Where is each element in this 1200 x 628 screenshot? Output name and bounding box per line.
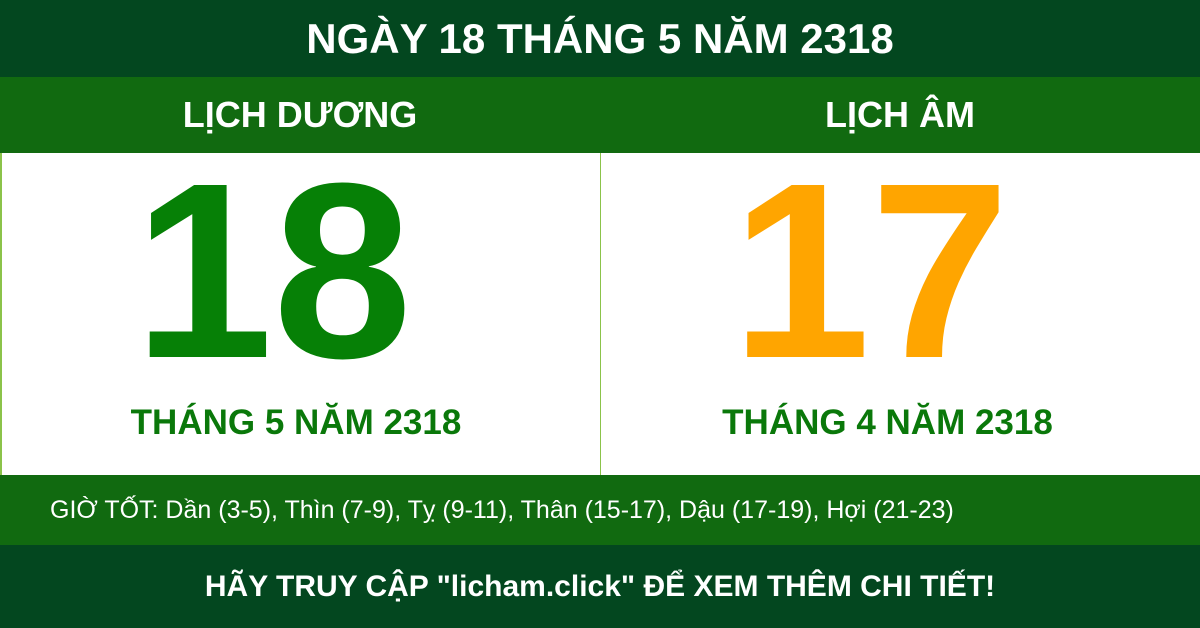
good-hours: GIỜ TỐT: Dần (3-5), Thìn (7-9), Tỵ (9-11… [0,475,1200,545]
lunar-month-year: THÁNG 4 NĂM 2318 [722,403,1053,442]
solar-day: 18 [133,131,413,410]
solar-column: 18 THÁNG 5 NĂM 2318 [0,131,600,475]
solar-calendar-label: LỊCH DƯƠNG [182,94,418,135]
lunar-calendar-label: LỊCH ÂM [825,94,975,135]
calendar-body: 18 THÁNG 5 NĂM 2318 17 THÁNG 4 NĂM 2318 [0,131,1200,475]
page-title: NGÀY 18 THÁNG 5 NĂM 2318 [0,0,1200,77]
lunar-column: 17 THÁNG 4 NĂM 2318 [600,146,1200,475]
solar-month-year: THÁNG 5 NĂM 2318 [130,403,462,442]
lunar-day: 17 [731,131,1010,410]
footer-cta: HÃY TRUY CẬP "licham.click" ĐỂ XEM THÊM … [0,545,1200,628]
column-headers: LỊCH DƯƠNG LỊCH ÂM [0,77,1200,153]
